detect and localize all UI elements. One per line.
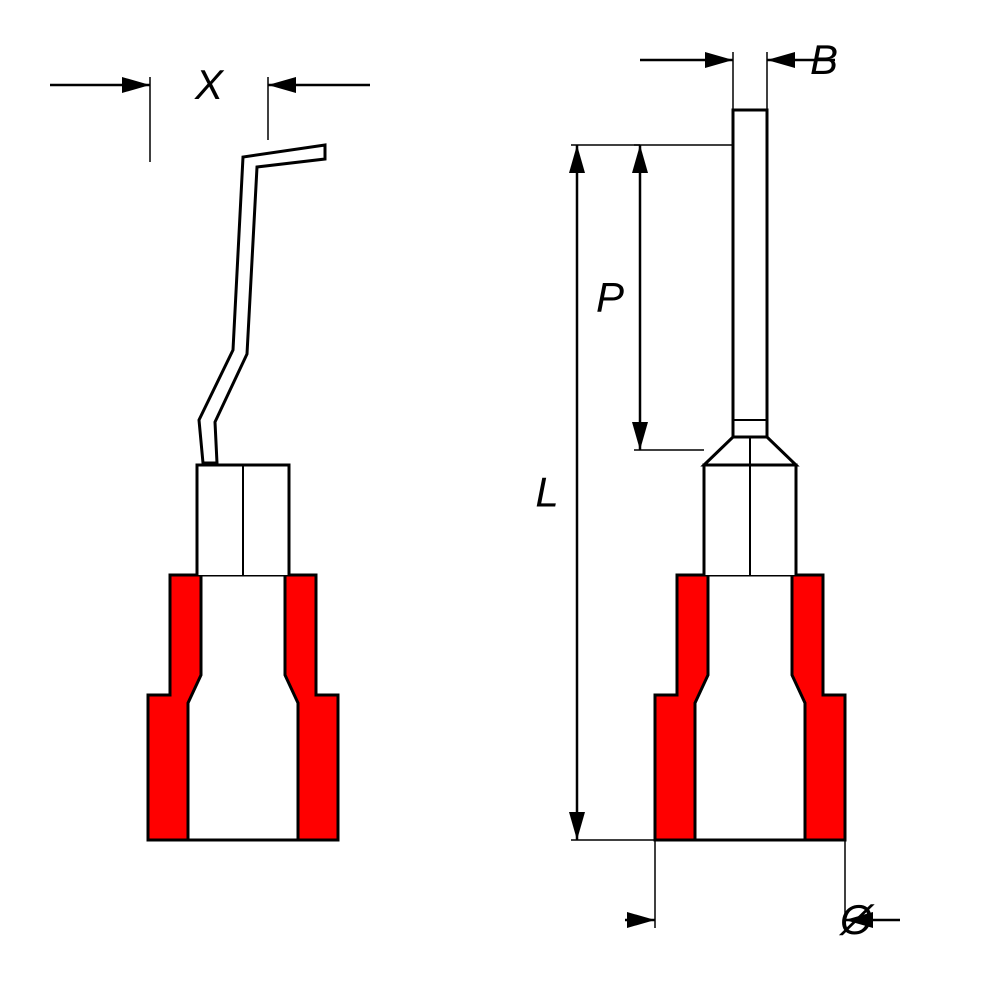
label-D: Ø: [838, 896, 875, 943]
right-body: [655, 575, 845, 840]
left-blade: [199, 145, 325, 463]
label-P: P: [596, 274, 624, 321]
label-L: L: [535, 469, 558, 516]
label-B: B: [810, 36, 838, 83]
right-pin: [733, 110, 767, 437]
label-X: X: [194, 61, 225, 108]
left-body: [148, 575, 338, 840]
